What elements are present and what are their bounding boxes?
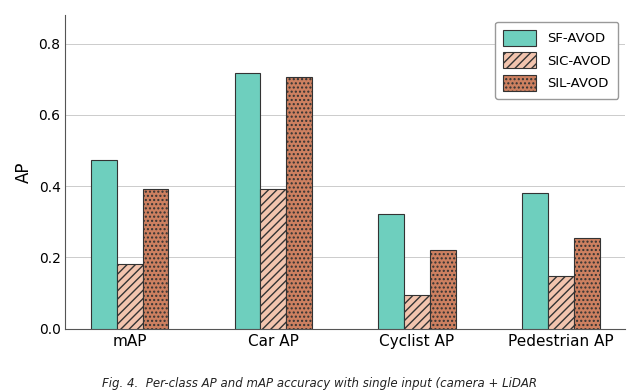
Bar: [548, 276, 573, 329]
Bar: [404, 294, 430, 329]
Bar: [286, 77, 312, 329]
Bar: [143, 188, 168, 329]
Bar: [116, 264, 143, 329]
Legend: SF-AVOD, SIC-AVOD, SIL-AVOD: SF-AVOD, SIC-AVOD, SIL-AVOD: [495, 22, 618, 99]
Bar: [91, 160, 116, 329]
Bar: [260, 189, 286, 329]
Bar: [522, 193, 548, 329]
Bar: [234, 73, 260, 329]
Bar: [573, 238, 600, 329]
Bar: [378, 213, 404, 329]
Y-axis label: AP: AP: [15, 161, 33, 183]
Text: Fig. 4.  Per-class AP and mAP accuracy with single input (camera + LiDAR: Fig. 4. Per-class AP and mAP accuracy wi…: [102, 377, 538, 390]
Bar: [430, 249, 456, 329]
